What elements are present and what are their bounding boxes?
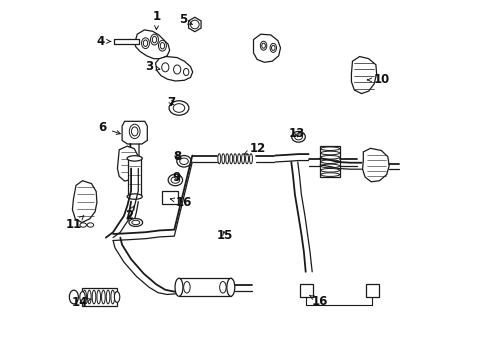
Text: 10: 10 bbox=[367, 73, 389, 86]
Ellipse shape bbox=[225, 154, 228, 164]
Ellipse shape bbox=[92, 290, 96, 304]
Ellipse shape bbox=[320, 147, 339, 150]
Text: 1: 1 bbox=[153, 10, 161, 30]
Polygon shape bbox=[114, 39, 139, 44]
Ellipse shape bbox=[143, 40, 147, 46]
Ellipse shape bbox=[219, 282, 225, 293]
Ellipse shape bbox=[87, 223, 94, 227]
Ellipse shape bbox=[320, 151, 339, 155]
Ellipse shape bbox=[169, 101, 188, 115]
Ellipse shape bbox=[320, 168, 339, 172]
Text: 2: 2 bbox=[124, 206, 134, 222]
Ellipse shape bbox=[183, 282, 190, 293]
Ellipse shape bbox=[80, 223, 86, 227]
Circle shape bbox=[190, 20, 199, 29]
Ellipse shape bbox=[249, 154, 252, 164]
Text: 9: 9 bbox=[172, 171, 180, 184]
Ellipse shape bbox=[152, 36, 156, 43]
Ellipse shape bbox=[127, 194, 142, 199]
Ellipse shape bbox=[102, 290, 105, 304]
Polygon shape bbox=[134, 30, 169, 59]
Ellipse shape bbox=[150, 34, 158, 45]
Ellipse shape bbox=[114, 292, 120, 302]
Ellipse shape bbox=[226, 278, 234, 296]
Polygon shape bbox=[362, 148, 388, 182]
Ellipse shape bbox=[97, 290, 101, 304]
Ellipse shape bbox=[173, 65, 181, 74]
Ellipse shape bbox=[222, 154, 224, 164]
Ellipse shape bbox=[260, 41, 266, 50]
Text: 14: 14 bbox=[71, 296, 91, 309]
Ellipse shape bbox=[183, 68, 188, 76]
Text: 5: 5 bbox=[178, 13, 192, 26]
Polygon shape bbox=[351, 57, 376, 94]
Polygon shape bbox=[155, 57, 192, 81]
Polygon shape bbox=[179, 278, 230, 296]
Ellipse shape bbox=[141, 38, 149, 49]
Polygon shape bbox=[162, 191, 177, 204]
Ellipse shape bbox=[269, 43, 276, 52]
Ellipse shape bbox=[320, 160, 339, 163]
Ellipse shape bbox=[111, 290, 114, 304]
Text: 11: 11 bbox=[65, 216, 84, 231]
Polygon shape bbox=[72, 181, 97, 222]
Ellipse shape bbox=[237, 154, 240, 164]
Ellipse shape bbox=[271, 45, 275, 50]
Ellipse shape bbox=[245, 154, 248, 164]
Ellipse shape bbox=[177, 156, 191, 167]
Ellipse shape bbox=[129, 124, 140, 139]
Ellipse shape bbox=[168, 174, 182, 186]
Polygon shape bbox=[365, 284, 378, 297]
Text: 13: 13 bbox=[288, 127, 305, 140]
Ellipse shape bbox=[129, 219, 142, 226]
Ellipse shape bbox=[82, 290, 86, 304]
Polygon shape bbox=[299, 284, 312, 297]
Ellipse shape bbox=[80, 292, 85, 302]
Ellipse shape bbox=[131, 127, 138, 136]
Ellipse shape bbox=[87, 290, 91, 304]
Ellipse shape bbox=[291, 131, 305, 142]
Ellipse shape bbox=[320, 164, 339, 168]
Ellipse shape bbox=[158, 40, 166, 51]
Ellipse shape bbox=[160, 42, 164, 49]
Text: 3: 3 bbox=[145, 60, 160, 73]
Ellipse shape bbox=[132, 220, 140, 225]
Text: 12: 12 bbox=[244, 142, 265, 155]
Polygon shape bbox=[122, 121, 147, 144]
Ellipse shape bbox=[106, 290, 110, 304]
Ellipse shape bbox=[261, 43, 265, 48]
Polygon shape bbox=[128, 158, 141, 197]
Text: 16: 16 bbox=[309, 295, 328, 308]
Ellipse shape bbox=[233, 154, 236, 164]
Ellipse shape bbox=[320, 156, 339, 159]
Ellipse shape bbox=[320, 173, 339, 176]
Ellipse shape bbox=[229, 154, 232, 164]
Ellipse shape bbox=[175, 278, 183, 296]
Ellipse shape bbox=[173, 104, 184, 112]
Polygon shape bbox=[253, 34, 280, 62]
Ellipse shape bbox=[294, 134, 302, 140]
Ellipse shape bbox=[162, 63, 168, 72]
Text: 6: 6 bbox=[99, 121, 120, 134]
Ellipse shape bbox=[127, 156, 142, 161]
Polygon shape bbox=[117, 146, 138, 181]
Text: 8: 8 bbox=[173, 150, 181, 163]
Ellipse shape bbox=[179, 158, 188, 165]
Ellipse shape bbox=[69, 290, 78, 304]
Ellipse shape bbox=[171, 177, 179, 183]
Ellipse shape bbox=[218, 154, 220, 164]
Text: 4: 4 bbox=[96, 35, 110, 48]
Text: 16: 16 bbox=[170, 196, 192, 209]
Text: 15: 15 bbox=[216, 229, 232, 242]
Ellipse shape bbox=[241, 154, 244, 164]
Text: 7: 7 bbox=[167, 96, 175, 109]
